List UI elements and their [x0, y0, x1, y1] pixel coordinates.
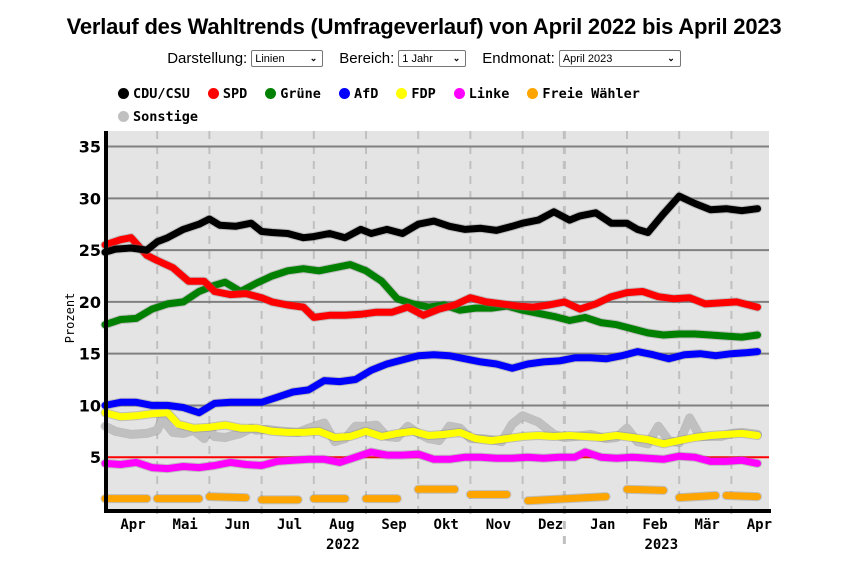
legend-dot-icon: [265, 88, 277, 99]
y-tick-label: 10: [79, 396, 101, 415]
darstellung-value: Linien: [255, 52, 285, 65]
series-line-linke: [101, 448, 761, 473]
y-tick-label: 20: [79, 293, 101, 312]
x-tick-label: Mär: [695, 517, 720, 533]
legend-row: Sonstige: [118, 105, 758, 128]
legend-dot-icon: [338, 88, 350, 99]
x-tick-label: Nov: [486, 517, 511, 533]
endmonat-select[interactable]: April 2023 ⌄: [558, 50, 681, 67]
x-tick-label: Okt: [434, 517, 459, 533]
legend-dot-icon: [118, 88, 129, 99]
series-line-freie-waehler: [524, 493, 610, 505]
series-line-fdp: [101, 409, 761, 448]
legend-item-sonstige[interactable]: Sonstige: [118, 109, 198, 125]
legend-label: Freie Wähler: [542, 85, 640, 102]
series-line-cdu-csu: [101, 192, 761, 256]
legend-item-gruene[interactable]: Grüne: [265, 86, 321, 102]
darstellung-label: Darstellung:: [167, 50, 248, 67]
legend-dot-icon: [527, 88, 539, 99]
x-tick-label: Mai: [173, 517, 198, 533]
darstellung-select[interactable]: Linien ⌄: [251, 50, 324, 67]
bereich-select[interactable]: 1 Jahr ⌄: [398, 50, 467, 67]
legend-item-cdu-csu[interactable]: CDU/CSU: [118, 86, 190, 102]
endmonat-control: Endmonat: April 2023 ⌄: [482, 50, 681, 67]
legend-item-fdp[interactable]: FDP: [396, 85, 436, 102]
legend-label: AfD: [353, 85, 379, 102]
chart-legend: CDU/CSU SPD Grüne AfD FDP Linke Freie Wähler So…: [118, 82, 758, 128]
legend-label: CDU/CSU: [133, 85, 190, 102]
y-tick-label: 35: [79, 138, 101, 157]
plot-area: [108, 131, 769, 509]
series-line-gruene: [101, 261, 761, 341]
chevron-down-icon: ⌄: [667, 53, 675, 63]
x-tick-label: Jun: [225, 517, 250, 533]
endmonat-label: Endmonat:: [482, 50, 555, 67]
x-tick-label: Aug: [329, 517, 354, 533]
bereich-control: Bereich: 1 Jahr ⌄: [339, 50, 467, 67]
legend-label: Grüne: [280, 85, 321, 102]
legend-dot-icon: [118, 111, 129, 122]
y-tick-label: 5: [90, 448, 101, 467]
legend-item-spd[interactable]: SPD: [207, 85, 248, 102]
x-tick-label: Dez: [538, 517, 563, 533]
legend-label: Sonstige: [133, 108, 199, 125]
series-line-freie-waehler: [623, 485, 667, 494]
x-tick-label: Apr: [747, 517, 772, 533]
bereich-label: Bereich:: [339, 50, 395, 67]
chevron-down-icon: ⌄: [452, 53, 461, 63]
series-line-freie-waehler: [722, 492, 761, 501]
x-tick-label: Jan: [590, 517, 615, 533]
legend-row: CDU/CSU SPD Grüne AfD FDP Linke Freie Wähler: [118, 82, 758, 105]
x-year-label: 2022: [326, 537, 360, 553]
endmonat-value: April 2023: [562, 52, 613, 65]
legend-label: SPD: [222, 85, 248, 102]
y-axis-label: Prozent: [63, 293, 77, 344]
bereich-value: 1 Jahr: [402, 52, 433, 65]
series-line-afd: [101, 348, 761, 417]
x-year-label: 2023: [644, 537, 678, 553]
page-title: Verlauf des Wahltrends (Umfrageverlauf) …: [66, 14, 782, 39]
legend-dot-icon: [453, 88, 465, 99]
y-tick-label: 30: [79, 189, 101, 208]
series-line-freie-waehler: [205, 493, 250, 502]
x-tick-label: Jul: [277, 517, 302, 533]
x-tick-label: Feb: [642, 517, 667, 533]
y-tick-label: 25: [79, 241, 101, 260]
legend-label: FDP: [411, 85, 436, 102]
chart-controls: Darstellung: Linien ⌄ Bereich: 1 Jahr ⌄ …: [0, 50, 848, 67]
legend-item-afd[interactable]: AfD: [338, 85, 379, 102]
series-line-freie-waehler: [675, 492, 720, 502]
chevron-down-icon: ⌄: [309, 53, 318, 63]
x-tick-label: Sep: [381, 517, 406, 533]
legend-label: Linke: [468, 85, 510, 102]
legend-dot-icon: [396, 88, 408, 99]
darstellung-control: Darstellung: Linien ⌄: [167, 50, 324, 67]
legend-item-linke[interactable]: Linke: [453, 85, 510, 102]
legend-dot-icon: [207, 88, 219, 99]
legend-item-freie-waehler[interactable]: Freie Wähler: [527, 86, 640, 102]
y-tick-label: 15: [79, 345, 101, 364]
series-line-spd: [101, 234, 761, 321]
x-tick-label: Apr: [120, 517, 145, 533]
